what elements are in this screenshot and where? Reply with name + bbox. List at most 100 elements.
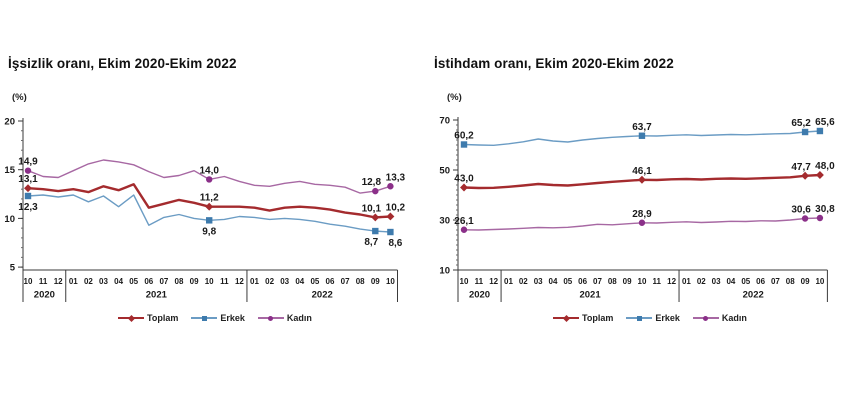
svg-text:06: 06 (326, 277, 335, 286)
svg-text:05: 05 (310, 277, 319, 286)
svg-text:03: 03 (712, 277, 721, 286)
svg-text:01: 01 (504, 277, 513, 286)
kadin-line-icon (692, 314, 719, 323)
svg-text:01: 01 (69, 277, 78, 286)
svg-text:09: 09 (190, 277, 199, 286)
svg-text:63,7: 63,7 (632, 122, 652, 133)
svg-text:11: 11 (39, 277, 48, 286)
svg-text:03: 03 (534, 277, 543, 286)
svg-text:15: 15 (4, 165, 15, 176)
svg-text:08: 08 (608, 277, 617, 286)
svg-text:14,0: 14,0 (199, 165, 219, 176)
svg-text:09: 09 (801, 277, 810, 286)
svg-text:05: 05 (741, 277, 750, 286)
unemployment-chart-title: İşsizlik oranı, Ekim 2020-Ekim 2022 (8, 56, 237, 71)
svg-text:04: 04 (114, 277, 123, 286)
svg-text:06: 06 (756, 277, 765, 286)
svg-text:70: 70 (439, 116, 450, 127)
legend-item-kadin: Kadın (257, 313, 312, 323)
svg-text:14,9: 14,9 (18, 157, 38, 168)
svg-text:09: 09 (371, 277, 380, 286)
svg-text:06: 06 (144, 277, 153, 286)
unemployment-chart-legend: Toplam Erkek Kadın (118, 313, 312, 323)
svg-text:8,7: 8,7 (364, 237, 378, 248)
svg-text:03: 03 (280, 277, 289, 286)
svg-text:2020: 2020 (34, 290, 55, 301)
svg-text:10: 10 (205, 277, 214, 286)
svg-text:02: 02 (697, 277, 706, 286)
erkek-line-icon (626, 314, 653, 323)
svg-text:10: 10 (460, 277, 469, 286)
svg-text:9,8: 9,8 (202, 226, 216, 237)
employment-chart-plot: 10 30 50 70 10 11 12 01 02 03 04 05 06 07 08 09 10 11 12 01… (439, 116, 835, 302)
svg-text:03: 03 (99, 277, 108, 286)
svg-text:2022: 2022 (312, 290, 333, 301)
svg-text:12: 12 (54, 277, 63, 286)
svg-text:30,8: 30,8 (815, 204, 835, 215)
toplam-line-icon (118, 314, 144, 323)
svg-text:08: 08 (786, 277, 795, 286)
employment-chart-legend: Toplam Erkek Kadın (553, 313, 747, 323)
legend-label-erkek: Erkek (655, 313, 680, 323)
svg-text:43,0: 43,0 (454, 174, 474, 185)
svg-text:12,3: 12,3 (18, 202, 38, 213)
svg-text:60,2: 60,2 (454, 131, 474, 142)
svg-text:08: 08 (175, 277, 184, 286)
svg-text:02: 02 (519, 277, 528, 286)
erkek-line-icon (191, 314, 218, 323)
legend-item-toplam: Toplam (118, 313, 178, 323)
svg-text:65,2: 65,2 (791, 118, 811, 129)
svg-text:30: 30 (439, 216, 450, 227)
legend-label-erkek: Erkek (220, 313, 245, 323)
svg-text:2021: 2021 (579, 290, 601, 301)
legend-item-erkek: Erkek (191, 313, 245, 323)
svg-text:07: 07 (593, 277, 602, 286)
svg-text:2022: 2022 (743, 290, 764, 301)
employment-unit-label: (%) (447, 92, 462, 103)
svg-text:07: 07 (341, 277, 350, 286)
svg-text:07: 07 (159, 277, 168, 286)
svg-text:10: 10 (439, 266, 450, 277)
svg-text:13,1: 13,1 (18, 174, 38, 185)
svg-text:04: 04 (295, 277, 304, 286)
unemployment-unit-label: (%) (12, 92, 27, 103)
kadin-line-icon (257, 314, 284, 323)
svg-text:01: 01 (250, 277, 259, 286)
svg-text:11: 11 (220, 277, 229, 286)
svg-text:05: 05 (563, 277, 572, 286)
svg-text:46,1: 46,1 (632, 166, 652, 177)
svg-text:26,1: 26,1 (454, 216, 474, 227)
unemployment-chart-plot: 5 10 15 20 10 11 12 01 02 03 04 05 06 07 08 09 10 11 12 01 0… (4, 117, 406, 302)
legend-label-toplam: Toplam (582, 313, 614, 323)
svg-text:09: 09 (623, 277, 632, 286)
legend-item-toplam: Toplam (553, 313, 613, 323)
svg-text:28,9: 28,9 (632, 209, 652, 220)
svg-text:12,8: 12,8 (362, 177, 382, 188)
svg-text:11,2: 11,2 (200, 193, 219, 204)
svg-text:2020: 2020 (469, 290, 490, 301)
svg-text:04: 04 (549, 277, 558, 286)
svg-text:13,3: 13,3 (386, 172, 406, 183)
svg-text:12: 12 (667, 277, 676, 286)
svg-text:08: 08 (356, 277, 365, 286)
legend-label-kadin: Kadın (721, 313, 747, 323)
employment-chart-title: İstihdam oranı, Ekim 2020-Ekim 2022 (434, 56, 674, 71)
svg-text:65,6: 65,6 (815, 117, 835, 128)
svg-text:04: 04 (726, 277, 735, 286)
svg-text:10: 10 (638, 277, 647, 286)
legend-label-kadin: Kadın (286, 313, 312, 323)
svg-text:10: 10 (386, 277, 395, 286)
svg-text:07: 07 (771, 277, 780, 286)
svg-text:47,7: 47,7 (791, 162, 811, 173)
svg-text:05: 05 (129, 277, 138, 286)
svg-text:2021: 2021 (146, 290, 168, 301)
svg-text:10: 10 (24, 277, 33, 286)
svg-text:02: 02 (84, 277, 93, 286)
legend-item-erkek: Erkek (626, 313, 680, 323)
svg-text:12: 12 (489, 277, 498, 286)
svg-text:20: 20 (4, 117, 15, 128)
svg-text:02: 02 (265, 277, 274, 286)
svg-text:06: 06 (578, 277, 587, 286)
svg-text:11: 11 (475, 277, 484, 286)
svg-text:10: 10 (815, 277, 824, 286)
